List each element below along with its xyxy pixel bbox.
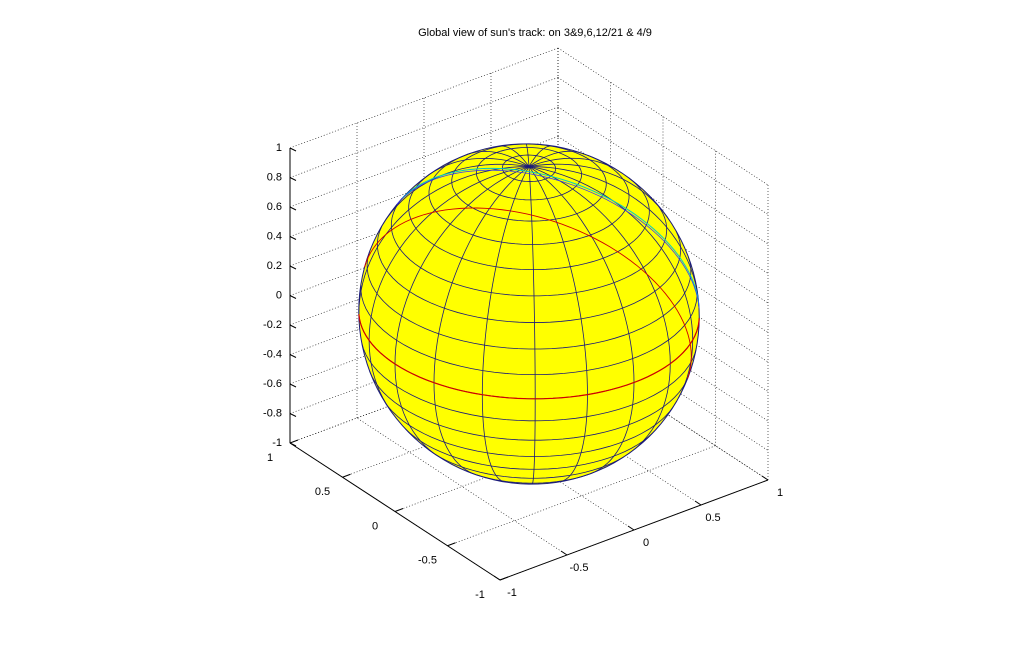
z-tick-label: 0 [276, 289, 282, 301]
x-tick [694, 500, 702, 506]
z-tick [289, 324, 297, 329]
longitude-line [528, 166, 536, 485]
longitude-line [525, 143, 530, 167]
x-tick [627, 525, 635, 531]
longitude-line [428, 157, 530, 175]
z-tick [289, 442, 297, 447]
latitude-line [587, 154, 608, 166]
latitude-line [366, 251, 692, 350]
z-tick [289, 206, 297, 211]
z-tick [289, 265, 297, 270]
longitude-line [481, 166, 530, 483]
longitude-line [433, 166, 530, 475]
longitude-line [528, 166, 588, 482]
x-tick-label: 0.5 [705, 512, 720, 524]
longitude-line [368, 166, 530, 411]
z-tick [289, 354, 297, 358]
y-tick [394, 508, 404, 512]
y-tick-label: 0 [372, 520, 378, 532]
longitude-line [467, 150, 530, 167]
longitude-line [528, 157, 619, 172]
latitude-line [428, 153, 630, 245]
longitude-line [358, 166, 530, 322]
latitude-line [377, 226, 681, 323]
chart-title: Global view of sun's track: on 3&9,6,12/… [418, 27, 652, 39]
longitude-line [528, 150, 581, 167]
x-tick-label: 1 [777, 487, 783, 499]
x-tick-label: 0 [643, 537, 649, 549]
latitude-line [360, 285, 698, 376]
sun-track [687, 345, 692, 379]
longitude-line [528, 145, 553, 167]
y-tick-label: 0.5 [315, 486, 330, 498]
sun-track [358, 314, 700, 400]
sun-track [402, 167, 699, 301]
sun-track [364, 207, 692, 347]
longitude-line [528, 166, 694, 398]
y-tick-label: 1 [267, 452, 273, 464]
x-tick [761, 475, 769, 481]
z-tick [289, 147, 297, 152]
longitude-line [528, 166, 671, 450]
latitude-line [384, 401, 674, 457]
z-tick-label: -0.2 [263, 319, 282, 331]
longitude-line [528, 163, 668, 218]
latitude-line [429, 449, 625, 479]
y-tick [499, 576, 509, 581]
sun-track [396, 169, 699, 303]
latitude-line [390, 199, 668, 297]
sphere [358, 143, 700, 485]
latitude-line [405, 428, 654, 470]
z-tick-label: -1 [272, 437, 282, 449]
longitude-line [394, 166, 530, 454]
z-tick [289, 295, 297, 299]
x-tick [560, 550, 568, 556]
z-tick [289, 177, 297, 181]
z-tick-label: -0.4 [263, 348, 282, 360]
z-tick-label: 0.4 [267, 230, 282, 242]
y-tick [342, 473, 351, 478]
z-tick-label: 1 [276, 142, 282, 154]
y-tick-label: -1 [475, 589, 485, 601]
y-tick [289, 439, 299, 444]
z-tick [289, 236, 297, 240]
longitude-line [528, 166, 635, 474]
z-tick-label: 0.8 [267, 171, 282, 183]
z-tick-label: -0.6 [263, 378, 282, 390]
latitude-line [369, 370, 687, 441]
longitude-line [528, 166, 700, 307]
z-tick [289, 413, 297, 417]
longitude-line [499, 145, 530, 167]
x-tick-label: -0.5 [570, 562, 589, 574]
z-tick-label: -0.8 [263, 407, 282, 419]
y-tick [447, 542, 456, 547]
z-tick-label: 0.2 [267, 260, 282, 272]
z-tick [289, 383, 297, 388]
x-tick [493, 575, 501, 581]
y-tick-label: -0.5 [418, 555, 437, 567]
latitude-line [470, 472, 589, 484]
sun-track [698, 302, 700, 309]
latitude-line [408, 174, 650, 271]
z-tick-label: 0.6 [267, 201, 282, 213]
x-tick-label: -1 [507, 587, 517, 599]
